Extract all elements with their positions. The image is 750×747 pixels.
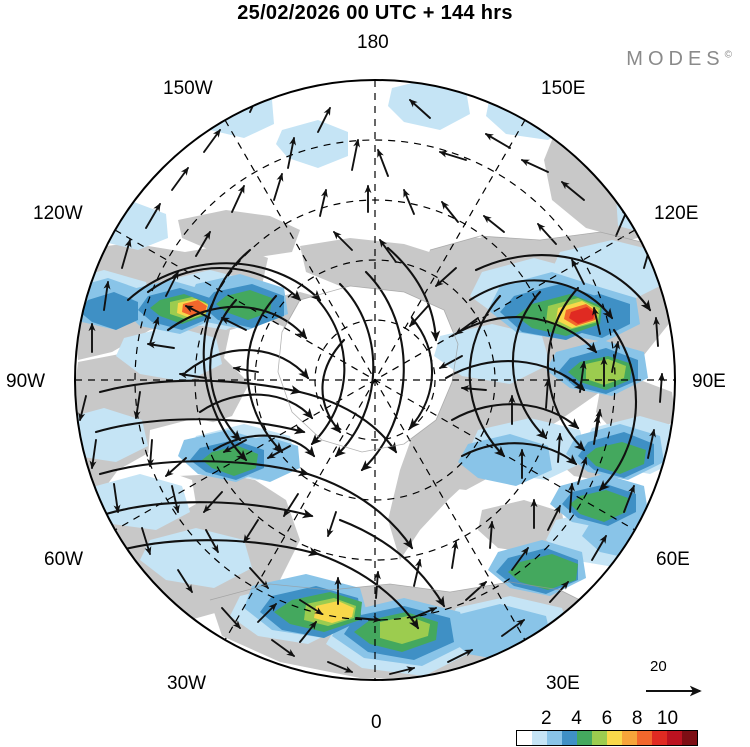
colorbar-tick-6: 6 — [601, 708, 613, 729]
colorbar-tick-2: 2 — [541, 708, 552, 729]
colorbar-swatch-5 — [592, 731, 607, 745]
lon-label-60e: 60E — [656, 549, 690, 570]
brand-text: MODES — [626, 48, 725, 70]
colorbar-ticks: 2 4 6 8 10 — [516, 708, 698, 730]
lon-label-30w: 30W — [167, 673, 207, 694]
colorbar-swatch-4 — [577, 731, 592, 745]
meridian-120E-60W — [114, 229, 636, 531]
precip-level-8 — [569, 307, 595, 324]
lon-label-90e: 90E — [692, 371, 726, 392]
colorbar-swatch-3 — [562, 731, 577, 745]
colorbar-swatch-1 — [532, 731, 547, 745]
wind-scale-arrow-icon — [646, 685, 702, 697]
globe-boundary — [74, 79, 676, 681]
lon-label-90w: 90W — [6, 371, 46, 392]
colorbar-swatch-8 — [637, 731, 652, 745]
wind-scale-legend: 20 — [640, 658, 730, 698]
colorbar-tick-8: 8 — [631, 708, 643, 729]
colorbar-tick-10: 10 — [656, 708, 679, 729]
colorbar-swatch-11 — [682, 731, 697, 745]
colorbar-swatch-7 — [622, 731, 637, 745]
colorbar-swatch-6 — [607, 731, 622, 745]
colorbar[interactable]: 2 4 6 8 10 — [516, 708, 698, 746]
page-title: 25/02/2026 00 UTC + 144 hrs — [237, 2, 513, 24]
lon-label-30e: 30E — [546, 673, 580, 694]
map-contents — [75, 80, 675, 680]
map-canvas[interactable] — [0, 0, 750, 720]
lon-label-150w: 150W — [163, 78, 213, 99]
lon-label-150e: 150E — [541, 78, 586, 99]
lon-label-0: 0 — [371, 712, 382, 733]
colorbar-swatch-9 — [652, 731, 667, 745]
lon-label-180: 180 — [357, 32, 389, 53]
lon-label-120e: 120E — [654, 203, 699, 224]
lon-label-120w: 120W — [33, 203, 83, 224]
copyright-icon: © — [724, 49, 732, 61]
polar-map[interactable] — [0, 0, 750, 720]
lon-label-60w: 60W — [44, 549, 84, 570]
colorbar-tick-4: 4 — [571, 708, 582, 729]
colorbar-swatches[interactable] — [516, 730, 698, 746]
colorbar-swatch-2 — [547, 731, 562, 745]
colorbar-swatch-10 — [667, 731, 682, 745]
colorbar-swatch-0 — [517, 731, 532, 745]
graticule-layer — [75, 80, 675, 680]
wind-scale-value: 20 — [650, 658, 667, 675]
wind-vector-layer — [78, 84, 665, 675]
modes-logo: MODES© — [626, 48, 732, 71]
streamline-layer — [94, 246, 652, 630]
